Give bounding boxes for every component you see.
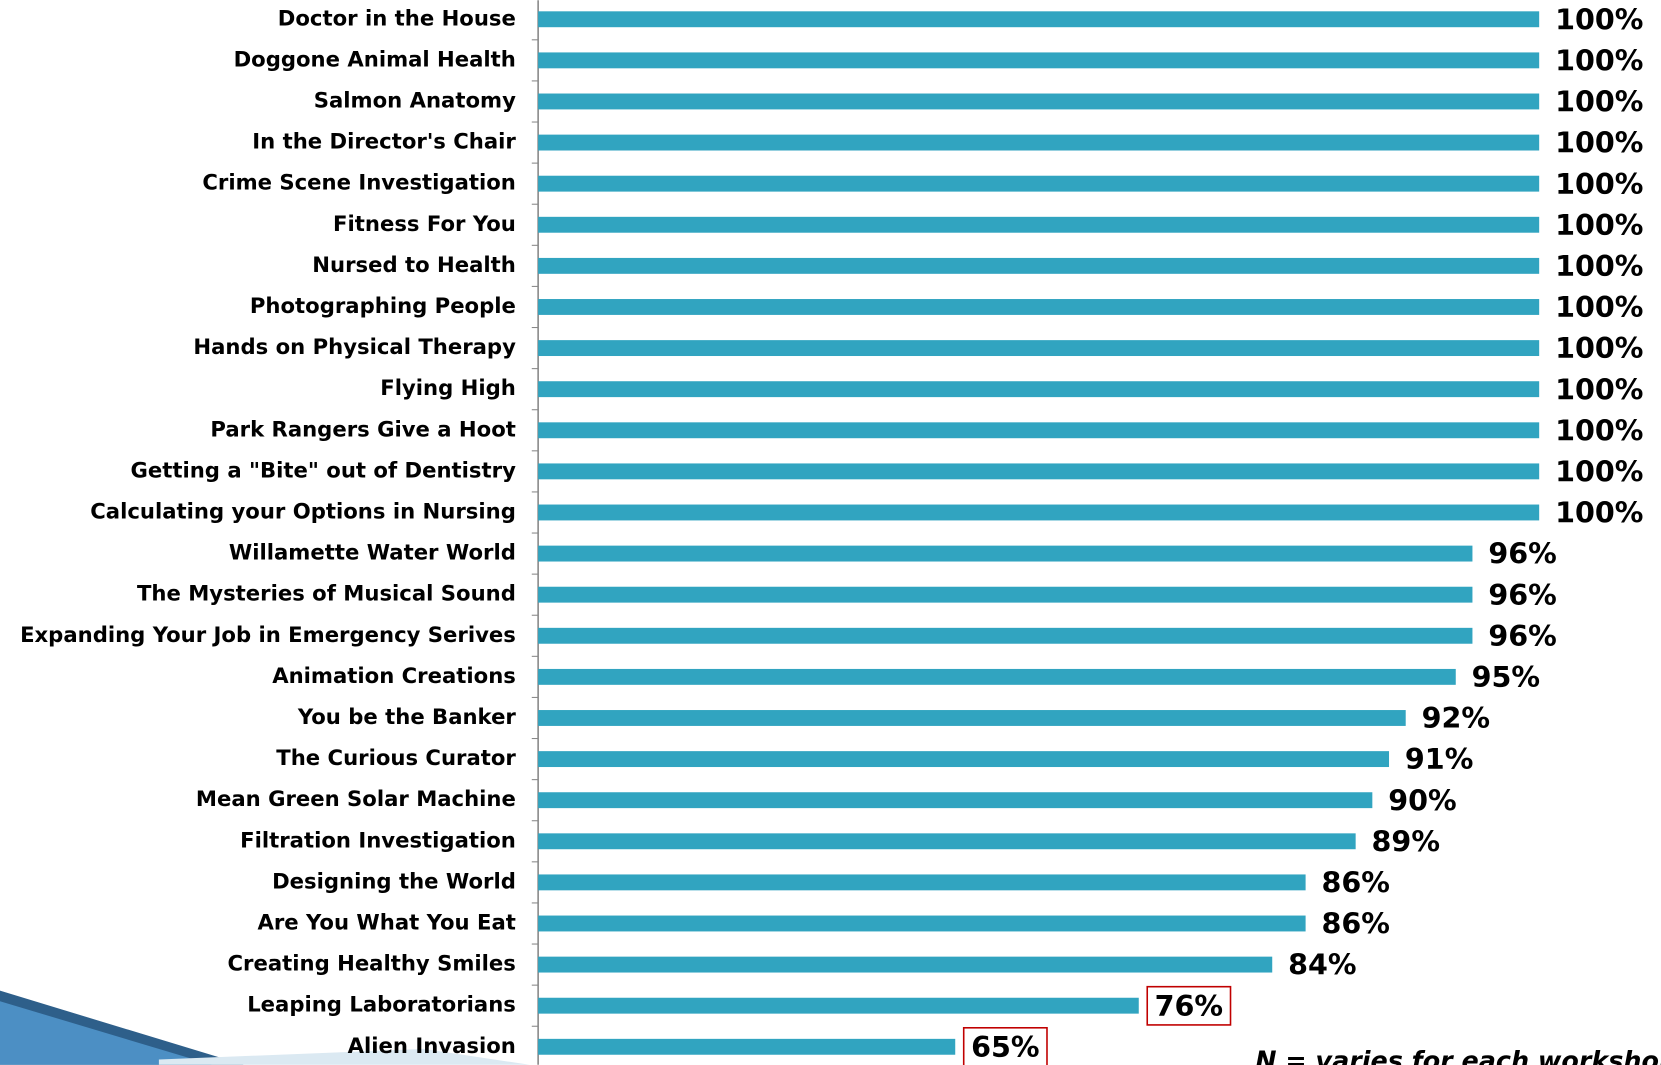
- category-label: Fitness For You: [333, 211, 516, 236]
- bar: [538, 956, 1273, 973]
- category-label: Animation Creations: [272, 663, 516, 688]
- bar: [538, 11, 1540, 28]
- bar: [538, 257, 1540, 274]
- value-label: 100%: [1555, 331, 1643, 365]
- value-label: 96%: [1488, 619, 1556, 653]
- value-label: 86%: [1321, 907, 1389, 941]
- highlight-box: [1146, 985, 1232, 1026]
- note: N = varies for each workshop: [1255, 1046, 1661, 1065]
- category-label: Are You What You Eat: [257, 909, 515, 934]
- value-label: 100%: [1555, 496, 1643, 530]
- bar: [538, 463, 1540, 480]
- bar: [538, 93, 1540, 110]
- category-label: Filtration Investigation: [240, 827, 516, 852]
- value-label: 100%: [1555, 208, 1643, 242]
- bar: [538, 874, 1306, 891]
- bar: [538, 1038, 956, 1055]
- value-label: 96%: [1488, 578, 1556, 612]
- category-label: Alien Invasion: [348, 1033, 516, 1058]
- value-label: 92%: [1422, 701, 1490, 735]
- value-label: 100%: [1555, 43, 1643, 77]
- value-label: 100%: [1555, 167, 1643, 201]
- bar: [538, 52, 1540, 69]
- category-label: Calculating your Options in Nursing: [90, 498, 516, 523]
- value-label: 100%: [1555, 249, 1643, 283]
- bar: [538, 710, 1406, 726]
- value-label: 90%: [1388, 783, 1456, 817]
- value-label: 91%: [1405, 742, 1473, 776]
- category-label: Doctor in the House: [278, 5, 516, 30]
- category-label: You be the Banker: [297, 704, 517, 729]
- bar: [538, 340, 1540, 357]
- category-label: Nursed to Health: [312, 252, 516, 277]
- highlight-box: [962, 1027, 1048, 1065]
- category-label: Expanding Your Job in Emergency Serives: [20, 622, 516, 647]
- bar: [538, 504, 1540, 521]
- category-label: Park Rangers Give a Hoot: [210, 416, 515, 441]
- category-label: Mean Green Solar Machine: [196, 786, 516, 811]
- value-label: 100%: [1555, 85, 1643, 119]
- value-label: 89%: [1372, 824, 1440, 858]
- bar: [538, 299, 1540, 315]
- category-label: Flying High: [380, 375, 516, 400]
- bar: [538, 833, 1356, 850]
- value-label: 100%: [1555, 2, 1643, 36]
- value-label: 84%: [1288, 948, 1356, 982]
- category-label: The Curious Curator: [276, 745, 516, 770]
- category-label: Hands on Physical Therapy: [193, 334, 516, 359]
- value-label: 86%: [1321, 866, 1389, 900]
- bar: [538, 545, 1473, 562]
- category-label: The Mysteries of Musical Sound: [137, 581, 516, 606]
- bar: [538, 668, 1456, 685]
- bar: [538, 422, 1540, 439]
- bar: [538, 627, 1473, 644]
- bar: [538, 997, 1139, 1014]
- category-label: Getting a "Bite" out of Dentistry: [130, 457, 516, 482]
- category-label: Designing the World: [272, 868, 516, 893]
- bar: [538, 216, 1540, 233]
- value-label: 95%: [1472, 660, 1540, 694]
- category-label: Salmon Anatomy: [314, 87, 516, 112]
- bar: [538, 792, 1373, 809]
- value-label: 100%: [1555, 126, 1643, 160]
- bar: [538, 381, 1540, 398]
- bar: [538, 586, 1473, 603]
- value-label: 100%: [1555, 290, 1643, 324]
- value-label: 65%: [971, 1030, 1039, 1064]
- value-label: 100%: [1555, 413, 1643, 447]
- bar: [538, 175, 1540, 192]
- category-label: In the Director's Chair: [252, 129, 516, 154]
- corner-decoration: [0, 990, 530, 1065]
- category-label: Leaping Laboratorians: [247, 992, 516, 1017]
- category-label: Willamette Water World: [229, 540, 516, 565]
- category-label: Photographing People: [250, 293, 516, 318]
- value-label: 100%: [1555, 454, 1643, 488]
- bar: [538, 915, 1306, 932]
- bar: [538, 134, 1540, 151]
- category-label: Creating Healthy Smiles: [228, 951, 516, 976]
- category-label: Doggone Animal Health: [234, 46, 516, 71]
- category-label: Crime Scene Investigation: [202, 170, 516, 195]
- value-label: 100%: [1555, 372, 1643, 406]
- bar: [538, 751, 1390, 768]
- value-label: 96%: [1488, 537, 1556, 571]
- value-label: 76%: [1155, 989, 1223, 1023]
